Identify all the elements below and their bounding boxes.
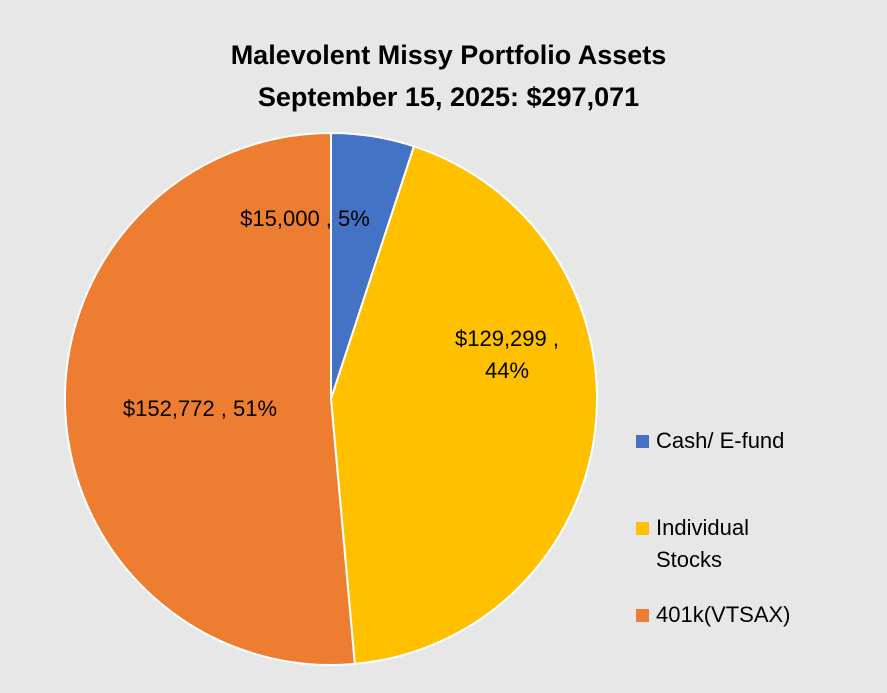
legend-label-cash: Cash/ E-fund xyxy=(656,428,785,453)
data-label-stocks: $129,299 , 44% xyxy=(455,326,559,383)
data-label-401k: $152,772 , 51% xyxy=(123,396,277,421)
data-labels: $15,000 , 5% $129,299 , 44% $152,772 , 51% xyxy=(123,206,559,421)
pie-slices xyxy=(63,132,598,666)
pie-slice-stocks xyxy=(330,145,598,665)
legend-swatch-401k xyxy=(636,609,649,622)
data-label-cash: $15,000 , 5% xyxy=(240,206,370,231)
legend-swatch-cash xyxy=(636,435,649,448)
legend-label-stocks: Individual Stocks xyxy=(656,515,749,572)
pie-slice-401k xyxy=(63,132,356,666)
legend-label-401k: 401k(VTSAX) xyxy=(656,602,791,627)
chart-title: Malevolent Missy Portfolio Assets xyxy=(230,40,667,70)
chart-subtitle: September 15, 2025: $297,071 xyxy=(257,82,640,112)
legend-swatch-stocks xyxy=(636,522,649,535)
